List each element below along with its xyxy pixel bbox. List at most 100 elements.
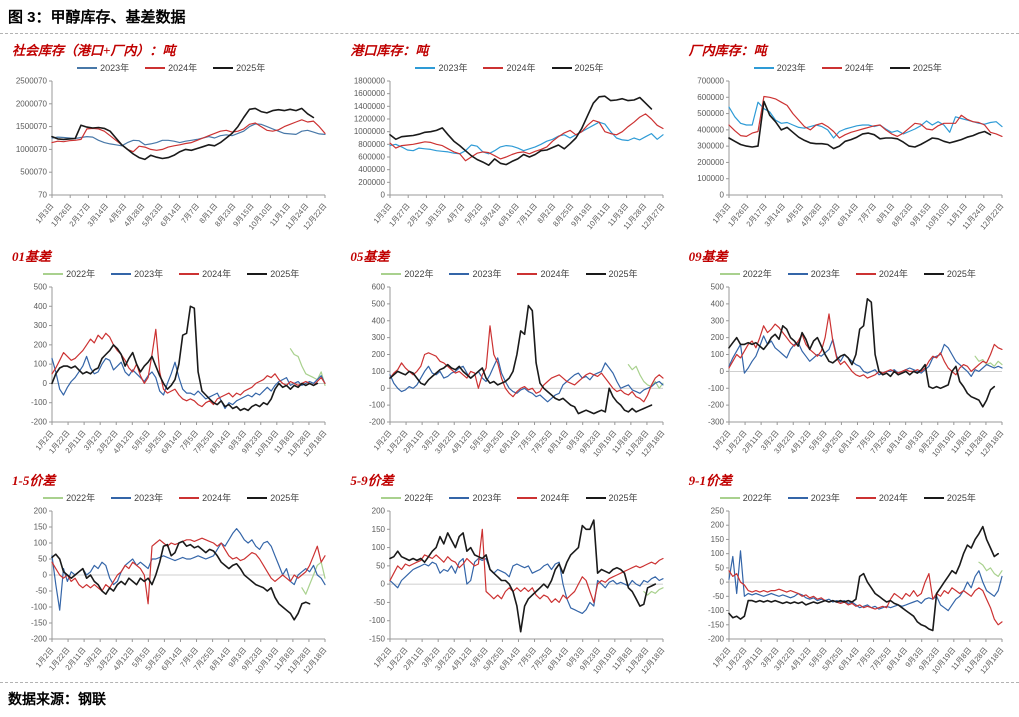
y-axis-tick-label: 200 bbox=[34, 340, 48, 349]
legend-line-swatch bbox=[889, 66, 910, 69]
y-axis-tick-label: 1000000 bbox=[354, 127, 386, 136]
chart-title: 05基差 bbox=[350, 249, 390, 264]
legend-item: 2025年 bbox=[213, 61, 265, 74]
series-line-2025年 bbox=[727, 298, 995, 408]
y-axis-tick-label: -200 bbox=[708, 401, 725, 410]
line-chart-basis-09: -300-200-10001002003004005001月2日1月22日2月1… bbox=[708, 283, 1006, 459]
series-line-2024年 bbox=[389, 113, 664, 162]
legend-label: 2022年 bbox=[404, 269, 434, 279]
series-line-2023年 bbox=[389, 557, 664, 614]
x-axis-tick-label: 4月7日 bbox=[445, 202, 467, 226]
legend-item: 2023年 bbox=[77, 61, 129, 74]
legend-line-swatch bbox=[787, 496, 808, 499]
legend-label: 2023年 bbox=[472, 269, 502, 279]
y-axis-tick-label: 500070 bbox=[20, 168, 47, 177]
y-axis-tick-label: 600 bbox=[372, 283, 386, 292]
legend-item: 2024年 bbox=[855, 267, 908, 280]
legend-label: 2025年 bbox=[270, 493, 300, 503]
y-axis-tick-label: 500 bbox=[372, 299, 386, 308]
chart-legend: 2023年 2024年 2025年 bbox=[344, 60, 674, 75]
y-axis-tick-label: 1400000 bbox=[354, 102, 386, 111]
legend-line-swatch bbox=[111, 496, 132, 499]
line-chart-basis-05: -200-10001002003004005006001月2日1月22日2月11… bbox=[369, 283, 667, 459]
chart-panel-spread-1-5: 1-5价差 2022年 2023年 2024年 2025年 -200 -150 -100 -50… bbox=[2, 464, 340, 682]
y-axis-tick-label: 0 bbox=[719, 578, 724, 587]
series-line-2022年 bbox=[643, 587, 664, 596]
series-line-2025年 bbox=[389, 304, 653, 415]
y-axis-tick-label: 0 bbox=[719, 367, 724, 376]
y-axis-tick-label: 1000070 bbox=[16, 145, 48, 154]
y-axis-tick-label: -150 bbox=[369, 635, 386, 644]
series-line-2025年 bbox=[727, 100, 991, 150]
y-axis-tick-label: -50 bbox=[35, 587, 47, 596]
legend-label: 2023年 bbox=[134, 493, 164, 503]
legend-label: 2024年 bbox=[878, 493, 908, 503]
line-chart-basis-01: -200-10001002003004005001月2日1月22日2月11日3月… bbox=[31, 283, 329, 459]
line-chart-port-inventory: 0 200000 400000 600000 800000 1000000 1200000 1… bbox=[354, 77, 667, 232]
legend-item: 2022年 bbox=[381, 491, 433, 504]
legend-line-swatch bbox=[43, 272, 64, 275]
y-axis-tick-label: 400 bbox=[372, 316, 386, 325]
legend-line-swatch bbox=[753, 66, 774, 69]
figure-title: 图 3：甲醇库存、基差数据 bbox=[0, 0, 1019, 34]
series-line-2023年 bbox=[389, 121, 664, 155]
y-axis-tick-label: 150 bbox=[710, 535, 724, 544]
line-chart-spread-1-5: -200-150-100-500501001502001月2日1月22日2月11… bbox=[31, 507, 329, 676]
chart-title: 厂内库存：吨 bbox=[688, 43, 767, 58]
series-line-2023年 bbox=[51, 355, 326, 410]
y-axis-tick-label: 200000 bbox=[359, 178, 386, 187]
legend-label: 2025年 bbox=[574, 63, 604, 73]
line-chart-spread-5-9: -150-100-500501001502001月2日1月22日2月11日3月2… bbox=[369, 507, 667, 676]
legend-item: 2025年 bbox=[889, 61, 942, 74]
legend-item: 2023年 bbox=[787, 267, 840, 280]
y-axis-tick-label: 800000 bbox=[359, 140, 386, 149]
data-source: 数据来源：钢联 bbox=[0, 682, 1019, 717]
y-axis-tick-label: 600000 bbox=[359, 153, 386, 162]
y-axis-tick-label: 100 bbox=[710, 549, 724, 558]
legend-line-swatch bbox=[179, 272, 200, 275]
chart-panel-spread-9-1: 9-1价差 2022年 2023年 2024年 2025年 -200 -150 -100 -50… bbox=[679, 464, 1017, 682]
legend-label: 2023年 bbox=[438, 63, 468, 73]
y-axis-tick-label: 1500070 bbox=[16, 122, 48, 131]
legend-line-swatch bbox=[77, 66, 98, 69]
series-line-2022年 bbox=[289, 348, 326, 386]
series-line-2023年 bbox=[51, 528, 326, 611]
y-axis-tick-label: -100 bbox=[708, 606, 725, 615]
y-axis-tick-label: 100 bbox=[372, 543, 386, 552]
legend-line-swatch bbox=[449, 272, 470, 275]
charts-grid: 社会库存（港口+厂内）：吨 2023年 2024年 2025年 70 500070 1000… bbox=[0, 34, 1019, 682]
y-axis-tick-label: -50 bbox=[712, 592, 724, 601]
chart-panel-spread-5-9: 5-9价差 2022年 2023年 2024年 2025年 -150 -100 -50 0 50 1… bbox=[340, 464, 678, 682]
legend-label: 2024年 bbox=[844, 63, 874, 73]
y-axis-tick-label: 70 bbox=[38, 191, 47, 200]
legend-label: 2024年 bbox=[202, 269, 232, 279]
chart-panel-social-inventory: 社会库存（港口+厂内）：吨 2023年 2024年 2025年 70 500070 1000… bbox=[2, 34, 340, 240]
legend-item: 2025年 bbox=[247, 491, 299, 504]
y-axis-tick-label: -200 bbox=[31, 418, 48, 427]
series-line-2022年 bbox=[974, 355, 1003, 367]
y-axis-tick-label: 400000 bbox=[697, 125, 724, 134]
legend-line-swatch bbox=[449, 496, 470, 499]
y-axis-tick-label: -100 bbox=[708, 384, 725, 393]
y-axis-tick-label: 1600000 bbox=[354, 89, 386, 98]
series-line-2025年 bbox=[727, 525, 999, 632]
legend-label: 2024年 bbox=[506, 63, 536, 73]
series-line-2024年 bbox=[51, 328, 326, 408]
y-axis-tick-label: 200 bbox=[710, 521, 724, 530]
legend-line-swatch bbox=[787, 272, 808, 275]
chart-title: 1-5价差 bbox=[12, 473, 56, 488]
legend-line-swatch bbox=[483, 66, 504, 69]
legend-label: 2023年 bbox=[776, 63, 806, 73]
chart-legend: 2023年 2024年 2025年 bbox=[6, 60, 336, 75]
legend-item: 2024年 bbox=[145, 61, 197, 74]
legend-line-swatch bbox=[247, 496, 268, 499]
chart-title: 社会库存（港口+厂内）：吨 bbox=[12, 43, 176, 58]
line-chart-spread-9-1: -200-150-100-500501001502002501月2日1月22日2… bbox=[708, 507, 1006, 676]
legend-label: 2023年 bbox=[472, 493, 502, 503]
legend-line-swatch bbox=[517, 496, 538, 499]
legend-label: 2024年 bbox=[540, 493, 570, 503]
legend-label: 2023年 bbox=[100, 63, 130, 73]
legend-line-swatch bbox=[247, 272, 268, 275]
legend-label: 2024年 bbox=[202, 493, 232, 503]
